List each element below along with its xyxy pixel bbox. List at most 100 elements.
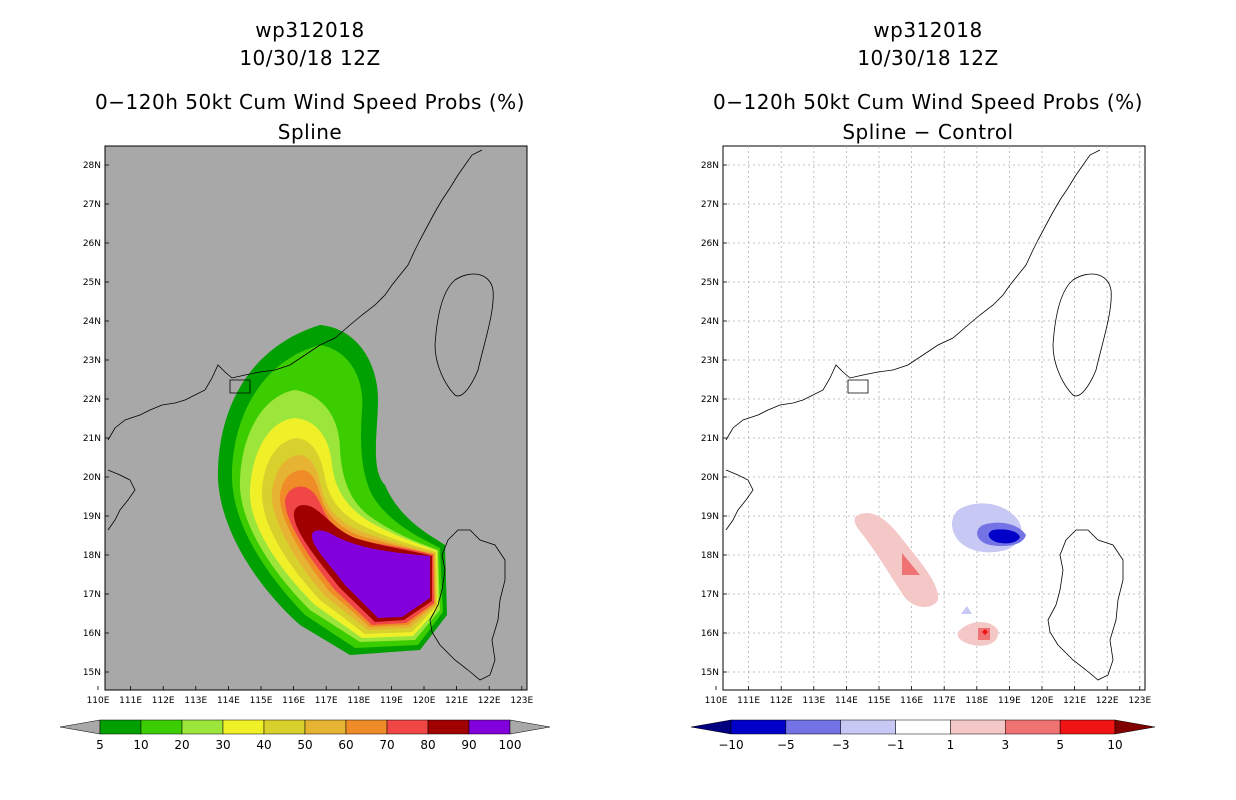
lat-tick-label: 16N xyxy=(83,629,101,639)
lon-tick-label: 119E xyxy=(998,696,1021,706)
lon-tick-label: 123E xyxy=(510,696,533,706)
left-storm-id: wp312018 xyxy=(255,18,365,42)
colorbar-label: 40 xyxy=(256,738,271,752)
lat-tick-label: 23N xyxy=(83,356,101,366)
right-product-title: 0−120h 50kt Cum Wind Speed Probs (%) xyxy=(713,90,1143,114)
lat-tick-label: 18N xyxy=(83,551,101,561)
lat-tick-label: 23N xyxy=(701,356,719,366)
colorbar-swatch xyxy=(263,719,306,735)
colorbar-swatch xyxy=(950,719,1006,735)
lon-tick-label: 118E xyxy=(347,696,370,706)
colorbar-swatch xyxy=(386,719,429,735)
colorbar-label: 20 xyxy=(174,738,189,752)
right-lon-ticks: 110E 111E 112E 113E 114E 115E 116E 117E 118E 119E… xyxy=(705,686,1152,706)
lon-tick-label: 115E xyxy=(868,696,891,706)
lon-tick-label: 119E xyxy=(380,696,403,706)
right-storm-id: wp312018 xyxy=(873,18,983,42)
lon-tick-label: 114E xyxy=(835,696,858,706)
colorbar-swatch xyxy=(895,719,951,735)
colorbar-label: 30 xyxy=(215,738,230,752)
right-difference-contours xyxy=(854,503,1026,646)
lat-tick-label: 26N xyxy=(701,239,719,249)
colorbar-label: −5 xyxy=(777,738,795,752)
colorbar-label: 10 xyxy=(133,738,148,752)
lat-tick-label: 15N xyxy=(701,668,719,678)
colorbar-label: 70 xyxy=(379,738,394,752)
lon-tick-label: 116E xyxy=(900,696,923,706)
lon-tick-label: 120E xyxy=(1031,696,1054,706)
colorbar-swatch xyxy=(1005,719,1061,735)
lat-tick-label: 24N xyxy=(701,317,719,327)
right-coastline xyxy=(725,149,1124,681)
lat-tick-label: 21N xyxy=(701,434,719,444)
lat-tick-label: 20N xyxy=(83,473,101,483)
lon-tick-label: 113E xyxy=(802,696,825,706)
negative-region-2 xyxy=(961,606,972,614)
lat-tick-label: 24N xyxy=(83,317,101,327)
lat-tick-label: 21N xyxy=(83,434,101,444)
left-subtitle: Spline xyxy=(277,120,343,144)
lat-tick-label: 22N xyxy=(701,395,719,405)
left-probability-map: 110E 111E 112E 113E 114E 115E 116E 117E 118E 119E… xyxy=(83,145,534,706)
colorbar-swatch xyxy=(840,719,896,735)
colorbar-label: −3 xyxy=(832,738,850,752)
lat-tick-label: 22N xyxy=(83,395,101,405)
colorbar-label: 90 xyxy=(461,738,476,752)
lat-tick-label: 17N xyxy=(83,590,101,600)
right-gridlines xyxy=(723,146,1145,690)
lat-tick-label: 27N xyxy=(701,200,719,210)
right-datetime: 10/30/18 12Z xyxy=(857,46,999,70)
lon-tick-label: 121E xyxy=(445,696,468,706)
right-subtitle: Spline − Control xyxy=(842,120,1014,144)
colorbar-label: 80 xyxy=(420,738,435,752)
colorbar-label: 100 xyxy=(499,738,522,752)
colorbar-label: −1 xyxy=(887,738,905,752)
contour-90 xyxy=(311,530,430,618)
lat-tick-label: 17N xyxy=(701,590,719,600)
lon-tick-label: 116E xyxy=(282,696,305,706)
lon-tick-label: 112E xyxy=(152,696,175,706)
colorbar-label: −10 xyxy=(718,738,743,752)
colorbar-label: 5 xyxy=(1056,738,1064,752)
negative-region-1-core xyxy=(988,529,1020,544)
colorbar-swatch xyxy=(785,719,841,735)
lat-tick-label: 19N xyxy=(701,512,719,522)
lon-tick-label: 115E xyxy=(250,696,273,706)
colorbar-over-arrow xyxy=(509,719,551,735)
colorbar-over-arrow xyxy=(1114,719,1156,735)
left-coastline xyxy=(107,149,506,681)
lon-tick-label: 117E xyxy=(933,696,956,706)
lon-tick-label: 110E xyxy=(705,696,728,706)
positive-region-1-inner xyxy=(902,553,920,575)
lat-tick-label: 25N xyxy=(83,278,101,288)
colorbar-swatch xyxy=(222,719,265,735)
lon-tick-label: 110E xyxy=(87,696,110,706)
colorbar-swatch xyxy=(730,719,787,735)
colorbar-label: 60 xyxy=(338,738,353,752)
lon-tick-label: 111E xyxy=(119,696,142,706)
lon-tick-label: 121E xyxy=(1063,696,1086,706)
colorbar-under-arrow xyxy=(59,719,101,735)
lon-tick-label: 112E xyxy=(770,696,793,706)
lon-tick-label: 117E xyxy=(315,696,338,706)
lon-tick-label: 120E xyxy=(413,696,436,706)
lon-tick-label: 118E xyxy=(965,696,988,706)
left-colorbar: 5 10 20 30 40 50 60 70 80 90 100 xyxy=(59,719,551,752)
colorbar-swatch xyxy=(468,719,511,735)
right-lat-ticks: 28N 27N 26N 25N 24N 23N 22N 21N 20N 19N 18N 17N 16N 1… xyxy=(701,161,727,678)
lon-tick-label: 113E xyxy=(184,696,207,706)
colorbar-swatch xyxy=(427,719,470,735)
lon-tick-label: 122E xyxy=(1096,696,1119,706)
lat-tick-label: 28N xyxy=(83,161,101,171)
lat-tick-label: 15N xyxy=(83,668,101,678)
colorbar-label: 50 xyxy=(297,738,312,752)
lat-tick-label: 28N xyxy=(701,161,719,171)
lat-tick-label: 27N xyxy=(83,200,101,210)
lon-tick-label: 122E xyxy=(478,696,501,706)
colorbar-label: 5 xyxy=(96,738,104,752)
colorbar-label: 10 xyxy=(1107,738,1122,752)
left-probability-contours xyxy=(217,325,447,655)
colorbar-under-arrow xyxy=(690,719,732,735)
right-colorbar: −10 −5 −3 −1 1 3 5 10 xyxy=(690,719,1156,752)
lat-tick-label: 26N xyxy=(83,239,101,249)
